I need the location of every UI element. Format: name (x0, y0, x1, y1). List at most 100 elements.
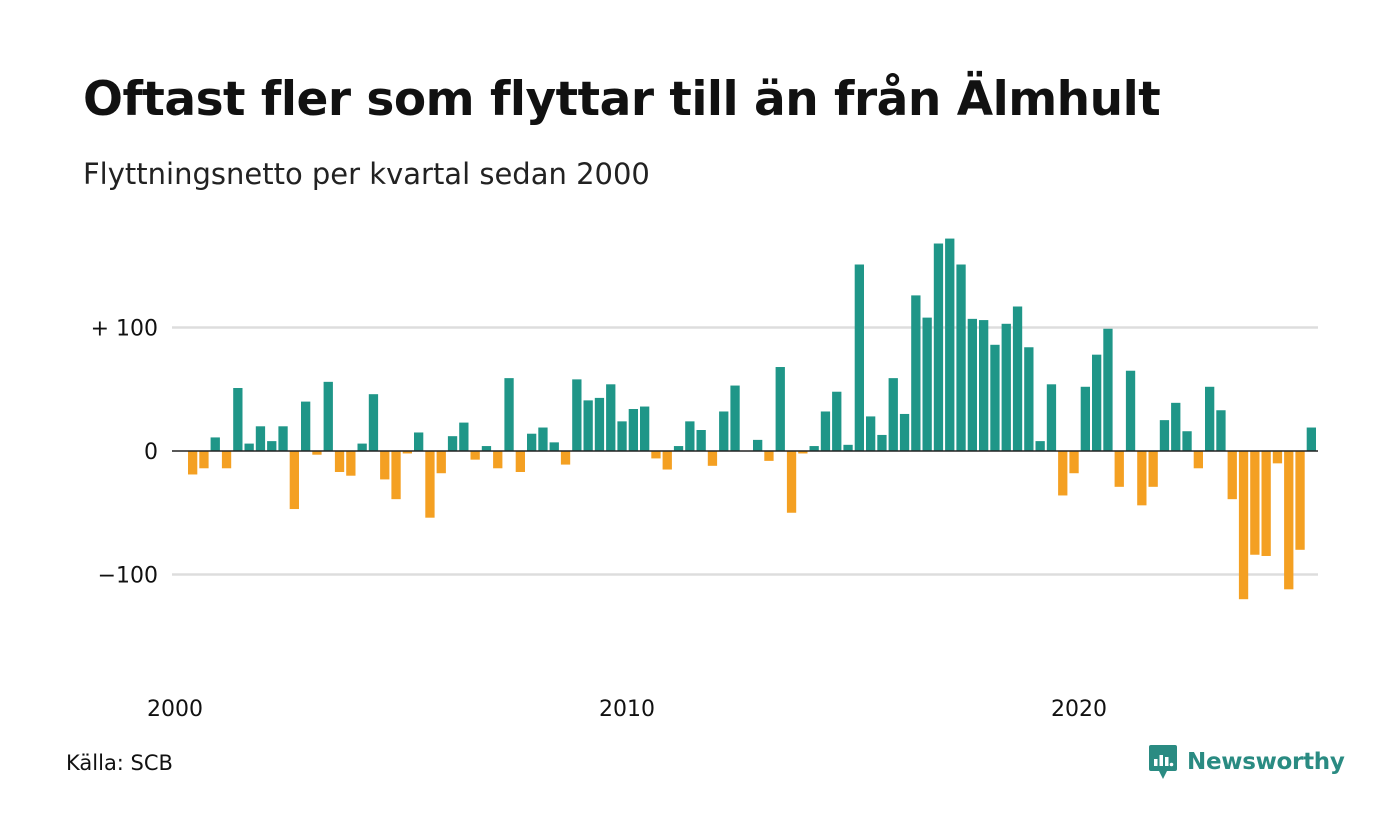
bar (312, 451, 322, 455)
bar (1306, 427, 1316, 451)
bar (323, 381, 333, 451)
bar (278, 426, 288, 451)
bar (470, 451, 480, 460)
bar (843, 444, 853, 451)
bar (289, 451, 299, 510)
bar (696, 430, 706, 451)
bar (707, 451, 718, 466)
bar (640, 406, 650, 451)
gridlines (172, 326, 1318, 576)
bar (1205, 386, 1215, 451)
bar (1227, 451, 1237, 500)
bar (538, 427, 548, 451)
bar (1069, 451, 1079, 474)
bar (583, 400, 593, 452)
bar (221, 451, 232, 469)
bar (402, 451, 412, 454)
bar (1238, 451, 1249, 600)
bar (425, 451, 435, 518)
bar (1001, 323, 1011, 451)
bar (1148, 451, 1158, 487)
bar (1046, 384, 1057, 451)
bar (210, 437, 220, 452)
bar (199, 451, 209, 469)
bar (866, 416, 876, 451)
bar (515, 451, 525, 472)
bar (549, 442, 559, 452)
bar (753, 439, 763, 451)
bar (572, 379, 582, 451)
bar (459, 422, 469, 452)
y-tick-label: + 100 (91, 317, 158, 342)
bar (334, 451, 345, 472)
bar (1080, 386, 1090, 451)
chart-subtitle: Flyttningsnetto per kvartal sedan 2000 (83, 157, 650, 191)
bar (719, 411, 729, 451)
bar (244, 443, 254, 451)
bar (628, 409, 638, 451)
bar (786, 451, 797, 513)
bar (301, 401, 311, 451)
bar (346, 451, 356, 476)
newsworthy-logo-icon (1149, 745, 1177, 779)
x-tick-label: 2010 (599, 697, 655, 722)
bar (798, 451, 808, 454)
bar (730, 385, 740, 451)
bar (1058, 451, 1068, 496)
bar (1114, 451, 1124, 487)
bar (481, 446, 492, 451)
bar (527, 433, 537, 451)
bar (357, 443, 367, 451)
bar (1171, 402, 1181, 451)
source-note: Källa: SCB (66, 751, 173, 775)
x-tick-label: 2000 (147, 697, 203, 722)
bar (1295, 451, 1305, 550)
bar (493, 451, 503, 469)
x-tick-label: 2020 (1051, 697, 1107, 722)
bar (594, 397, 605, 451)
bar (255, 426, 266, 451)
bar (832, 391, 842, 451)
bar (188, 451, 198, 475)
bar (233, 388, 243, 451)
bar (1216, 410, 1226, 452)
bar (1125, 370, 1136, 452)
bar (504, 378, 514, 451)
bar (1103, 328, 1113, 452)
bar (1284, 451, 1294, 590)
bar (1250, 451, 1260, 555)
bar (436, 451, 446, 474)
bar (414, 432, 424, 452)
y-tick-label: 0 (144, 440, 158, 465)
bar (899, 413, 910, 451)
bar (764, 451, 774, 461)
bars (188, 238, 1316, 600)
bar (945, 238, 955, 451)
bar (775, 367, 785, 451)
bar (933, 243, 944, 451)
y-axis-tick-labels: + 100 0 −100 (91, 317, 158, 589)
bar (888, 378, 898, 451)
bar (662, 451, 672, 470)
bar (990, 344, 1000, 451)
bar (267, 441, 277, 451)
bar (1024, 347, 1034, 451)
bar (1035, 441, 1045, 451)
brand-logo[interactable]: Newsworthy (1148, 742, 1345, 782)
bar (967, 318, 977, 452)
bar (922, 317, 932, 451)
bar (1137, 451, 1147, 506)
bar (673, 446, 684, 451)
bar (380, 451, 390, 480)
x-axis-tick-labels: 2000 2010 2020 (147, 697, 1107, 722)
y-tick-label: −100 (98, 564, 158, 589)
brand-name: Newsworthy (1187, 749, 1345, 775)
bar (1193, 451, 1203, 469)
bar (1092, 354, 1102, 451)
bar (1182, 431, 1192, 451)
bar (447, 436, 458, 451)
bar (854, 264, 864, 451)
bar (820, 411, 831, 451)
bar (809, 446, 819, 451)
